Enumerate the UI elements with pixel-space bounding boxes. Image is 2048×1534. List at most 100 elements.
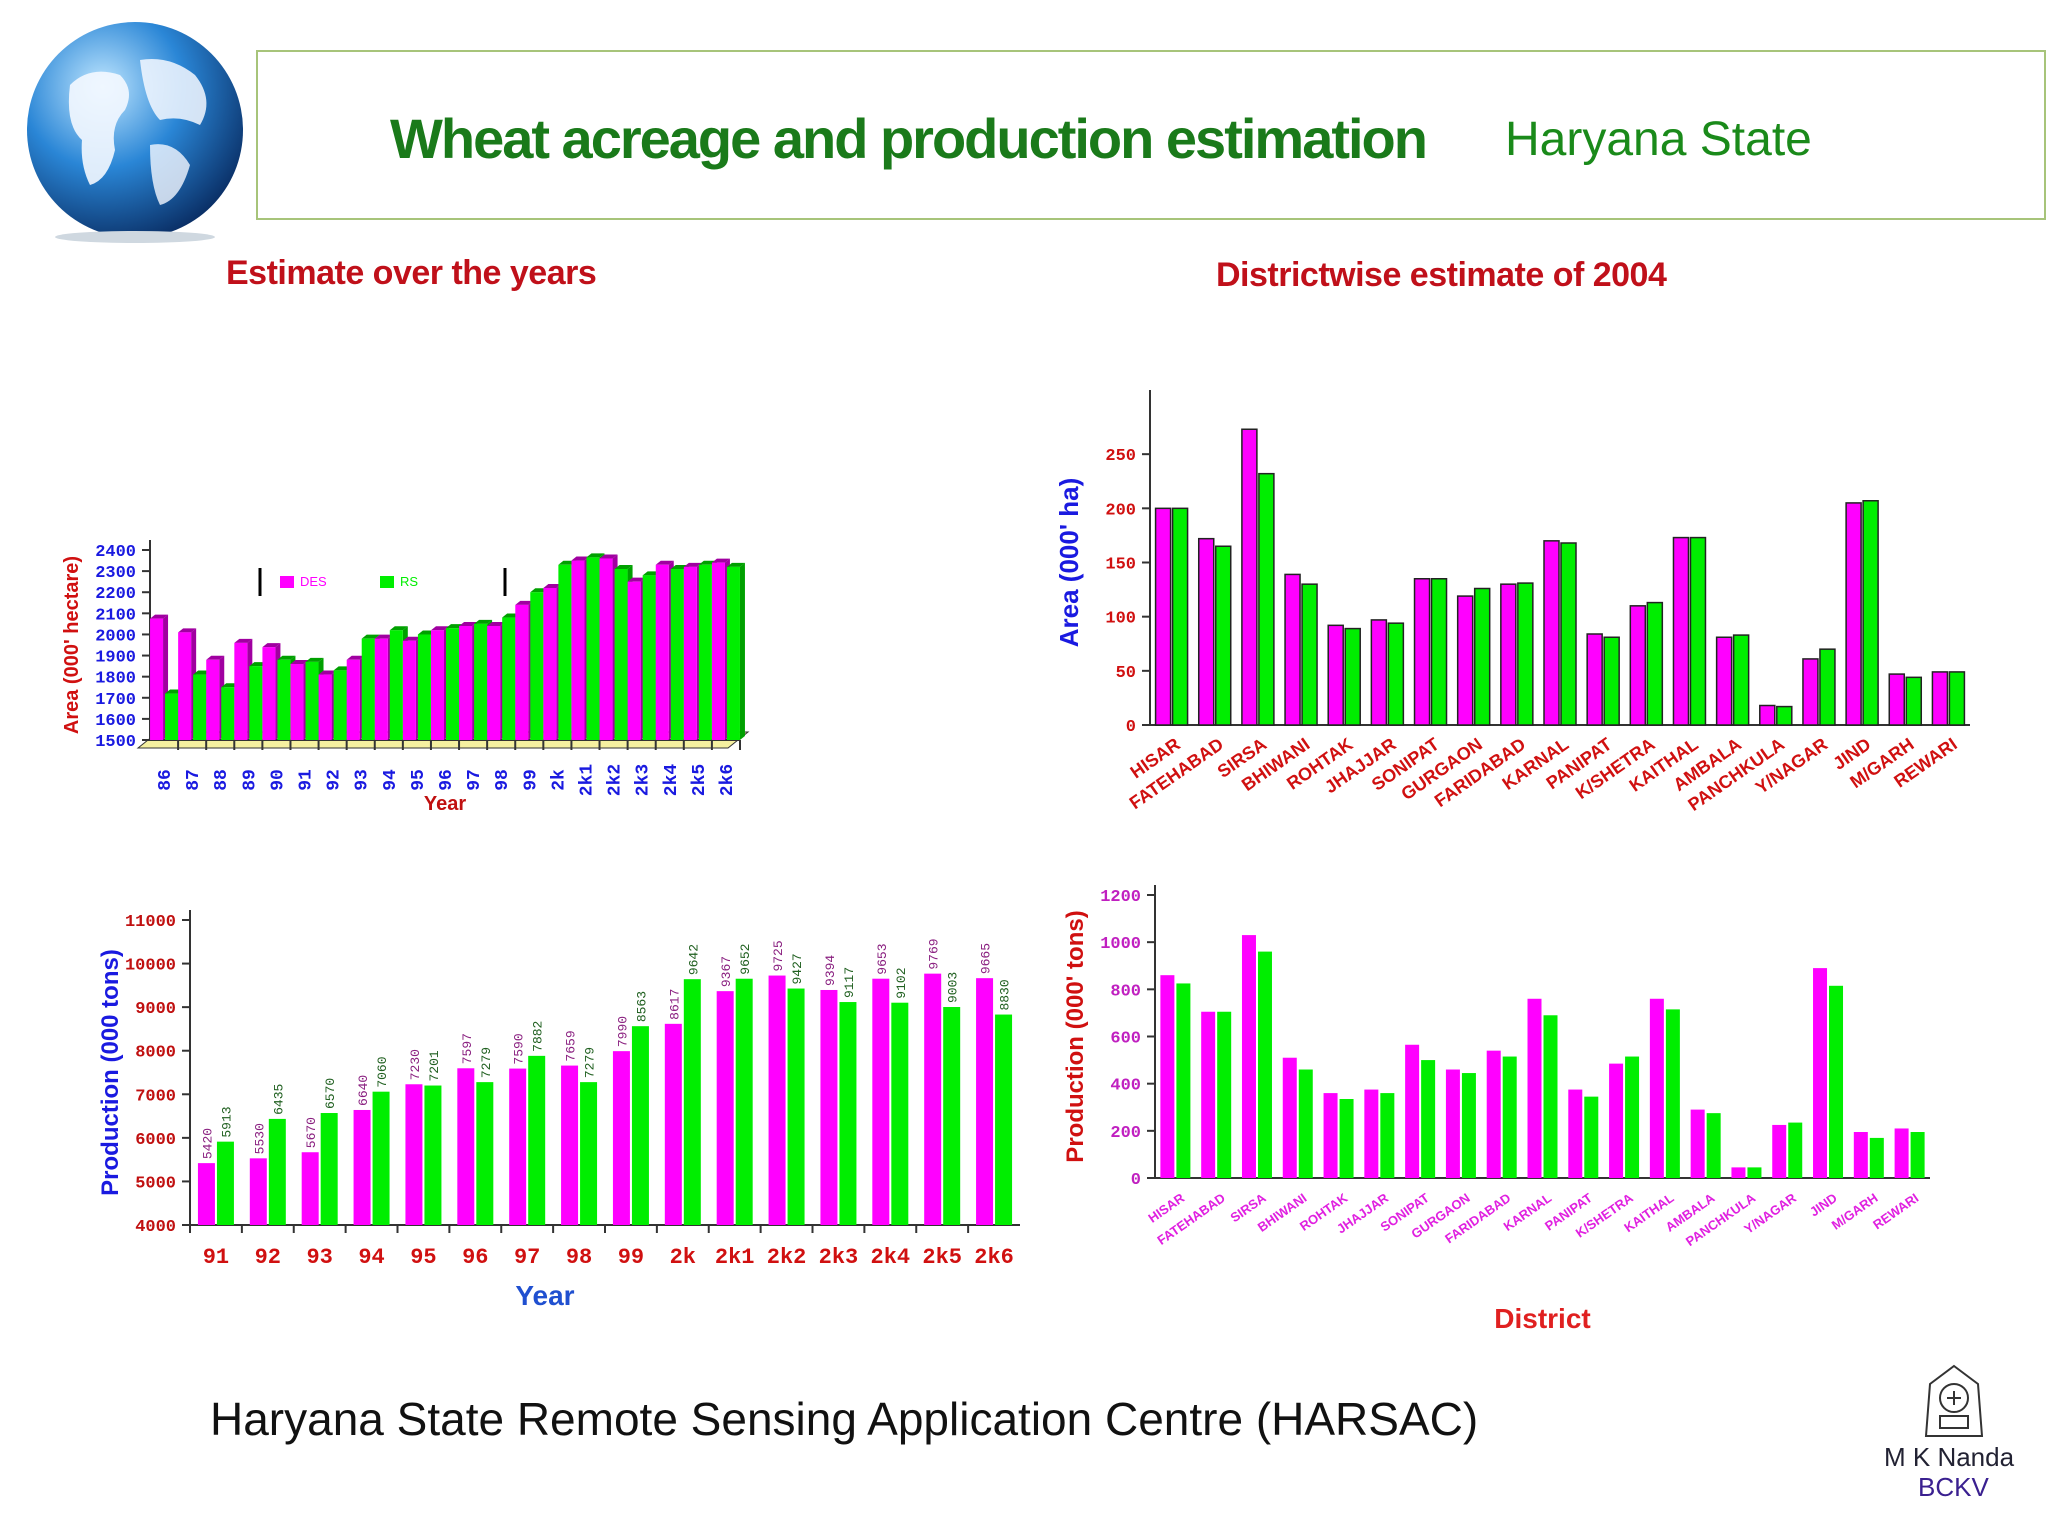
bar-des-95 [405,1084,423,1225]
globe-logo [27,22,243,243]
bar-des-2k5 [924,973,942,1225]
page-title: Wheat acreage and production estimation [390,107,1428,170]
bar-des-GURGAON [1456,595,1474,726]
x-tick-label: REWARI [1870,1190,1921,1232]
bar-des-97 [459,626,473,740]
y-tick-label: 0 [1126,718,1136,737]
bar-des-ROHTAK [1323,1093,1338,1178]
bar-rs-89 [249,666,263,740]
y-tick-label: 11000 [125,913,176,932]
page-subtitle: Haryana State [1505,113,1812,166]
x-tick-label: 91 [297,769,317,791]
bar-rs-REWARI [1948,671,1966,726]
bar-rs-2k4 [670,569,684,740]
y-tick-label: 200 [1105,501,1136,520]
bar-rs-ROHTAK [1344,627,1361,726]
bar-value-label: 7990 [615,1016,630,1047]
bar-top [402,636,421,641]
bar-des-87 [178,632,192,740]
bar-rs-91 [216,1141,234,1225]
y-axis-title: Production (000' tons) [1062,910,1089,1162]
bar-rs-FATEHABAD [1217,1011,1232,1178]
y-tick-label: 1700 [95,691,136,710]
bar-rs-2k1 [735,978,753,1225]
bar-top [726,562,745,567]
bar-rs-PANIPAT [1603,636,1620,726]
bar-des-91 [290,664,304,740]
bar-value-label: 9367 [719,956,734,987]
bar-des-93 [346,659,360,740]
bar-des-98 [487,626,501,740]
x-tick-label: 2k6 [718,764,738,796]
x-axis-title: District [1494,1303,1590,1334]
x-tick-label: 95 [409,769,429,791]
y-tick-label: 1900 [95,649,136,668]
bar-top [206,655,225,660]
y-tick-label: 2400 [95,543,136,562]
bar-des-92 [249,1158,267,1225]
bar-rs-Y/NAGAR [1819,648,1836,726]
bar-rs-BHIWANI [1298,1069,1313,1178]
x-tick-label: 93 [353,769,373,791]
bar-value-label: 9769 [927,938,942,969]
bar-des-2k6 [976,978,994,1225]
bar-des-M/GARH [1853,1132,1868,1178]
bar-des-96 [457,1068,475,1225]
y-tick-label: 5000 [135,1174,176,1193]
bar-rs-PANCHKULA [1747,1167,1762,1178]
x-tick-label: 2k4 [871,1245,911,1270]
bar-des-PANCHKULA [1731,1167,1746,1178]
bar-rs-97 [528,1055,546,1225]
bar-value-label: 5670 [304,1117,319,1148]
bar-des-M/GARH [1888,673,1906,726]
bar-des-2k4 [872,978,890,1225]
y-tick-label: 2100 [95,606,136,625]
y-tick-label: 150 [1105,556,1136,575]
bar-top [178,628,197,633]
bar-des-KARNAL [1543,540,1560,726]
bar-rs-97 [474,623,488,740]
y-tick-label: 600 [1110,1030,1141,1049]
chart-area-years: 1500 1600 1700 1800 1900 2000 2100 2200 2300 2400… [61,540,750,815]
bar-rs-M/GARH [1869,1137,1884,1178]
x-tick-label: 96 [437,769,457,791]
bar-des-K/SHETRA [1609,1063,1624,1178]
bar-des-Y/NAGAR [1802,658,1819,726]
bar-des-BHIWANI [1284,573,1301,726]
x-tick-label: 2k4 [662,764,682,797]
bar-top [655,560,674,565]
bar-des-96 [431,630,444,740]
bar-value-label: 7882 [531,1021,546,1052]
y-tick-label: 100 [1105,610,1136,629]
chart-production-years: 4000 5000 6000 7000 8000 9000 10000 11000Produc… [97,910,1020,1311]
bar-rs-86 [165,693,179,740]
bar-top [515,600,534,605]
bar-des-FARIDABAD [1500,583,1517,726]
bar-des-AMBALA [1715,636,1733,726]
bar-des-KAITHAL [1672,536,1690,726]
x-tick-label: 91 [203,1245,229,1270]
title-frame [256,50,2046,220]
bar-rs-KARNAL [1543,1015,1558,1178]
bar-rs-2k6 [995,1014,1013,1225]
bar-value-label: 9665 [979,943,994,974]
bar-des-2k4 [655,564,669,740]
bar-des-2k3 [627,581,641,740]
bar-des-2k2 [768,975,786,1225]
university-seal-icon [1924,1364,1984,1437]
bar-rs-GURGAON [1473,587,1491,726]
bar-des-2k3 [820,989,838,1225]
x-tick-label: 2k2 [606,764,626,796]
bar-rs-87 [193,674,207,740]
bar-des-GURGAON [1445,1069,1460,1178]
bar-rs-K/SHETRA [1625,1056,1640,1178]
bar-des-KAITHAL [1649,998,1664,1178]
bar-rs-92 [333,670,347,740]
bar-value-label: 7279 [479,1047,494,1078]
bar-des-BHIWANI [1282,1057,1297,1178]
bar-des-94 [353,1109,371,1225]
bar-value-label: 9117 [842,967,857,998]
bar-rs-96 [476,1082,494,1225]
y-axis-title: Area (000' hectare) [61,556,83,734]
bar-des-2k6 [711,562,725,740]
